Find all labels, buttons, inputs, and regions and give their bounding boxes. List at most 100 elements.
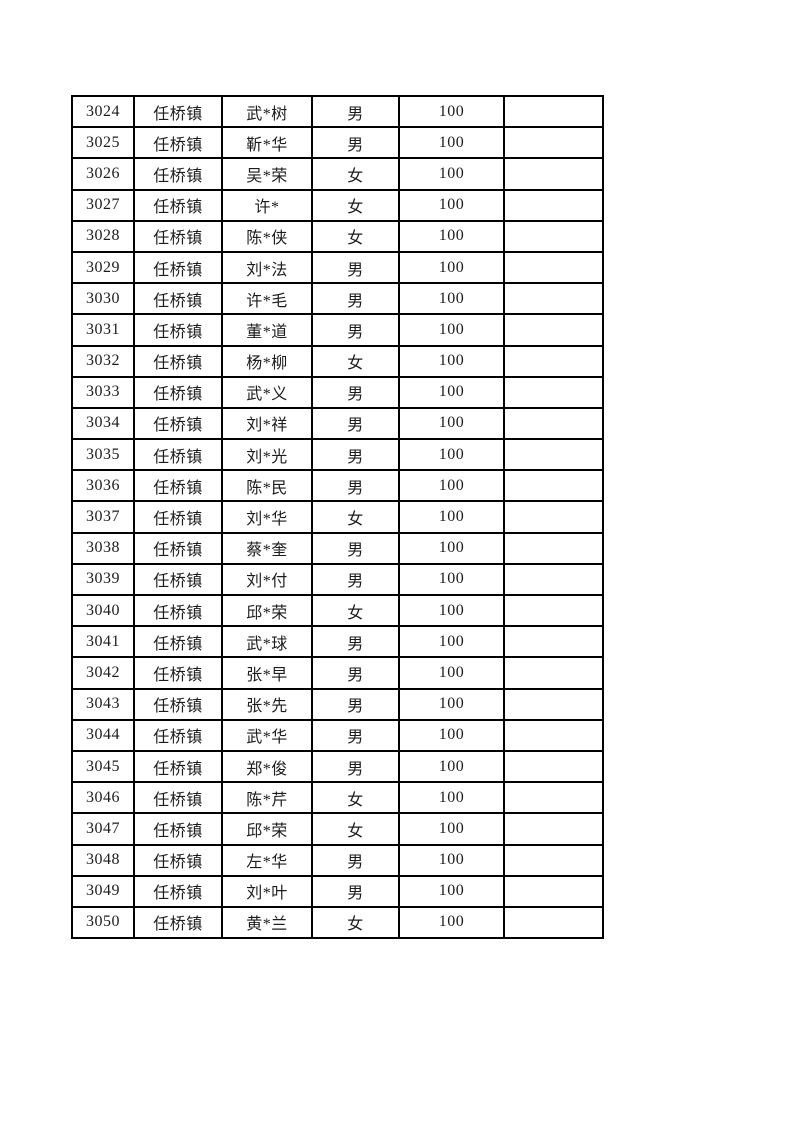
score-cell: 100 <box>398 905 505 940</box>
name-cell: 郑*俊 <box>221 749 313 784</box>
remark-cell <box>503 344 604 378</box>
score-cell: 100 <box>398 250 505 285</box>
score-cell: 100 <box>398 500 505 534</box>
name-cell: 武*华 <box>221 718 313 752</box>
serial-cell: 3049 <box>71 874 135 908</box>
serial-cell: 3041 <box>71 625 135 659</box>
roster-table: 3024 任桥镇 武*树男 100 3025 任桥镇 靳*华男 100 3026 任桥镇 吴*荣女 1… <box>71 94 604 940</box>
table-row: 3050 任桥镇 黄*兰女 100 <box>71 905 604 940</box>
gender-cell: 男 <box>311 250 400 285</box>
town-cell: 任桥镇 <box>133 656 223 690</box>
town-cell: 任桥镇 <box>133 469 223 503</box>
serial-cell: 3036 <box>71 469 135 503</box>
serial-cell: 3046 <box>71 781 135 815</box>
serial-cell: 3024 <box>71 94 135 129</box>
name-cell: 左*华 <box>221 843 313 877</box>
gender-cell: 女 <box>311 188 400 222</box>
gender-cell: 男 <box>311 406 400 441</box>
town-cell: 任桥镇 <box>133 219 223 253</box>
gender-cell: 男 <box>311 469 400 503</box>
serial-cell: 3042 <box>71 656 135 690</box>
gender-cell: 男 <box>311 687 400 721</box>
gender-cell: 男 <box>311 562 400 597</box>
table-body: 3024 任桥镇 武*树男 100 3025 任桥镇 靳*华男 100 3026 任桥镇 吴*荣女 1… <box>71 94 604 940</box>
remark-cell <box>503 500 604 534</box>
serial-cell: 3028 <box>71 219 135 253</box>
name-cell: 刘*华 <box>221 500 313 534</box>
gender-cell: 女 <box>311 905 400 940</box>
town-cell: 任桥镇 <box>133 500 223 534</box>
remark-cell <box>503 188 604 222</box>
score-cell: 100 <box>398 157 505 191</box>
town-cell: 任桥镇 <box>133 593 223 628</box>
table-row: 3027 任桥镇 许* 女 100 <box>71 188 604 222</box>
table-row: 3024 任桥镇 武*树男 100 <box>71 94 604 129</box>
score-cell: 100 <box>398 282 505 316</box>
remark-cell <box>503 718 604 752</box>
serial-cell: 3032 <box>71 344 135 378</box>
serial-cell: 3034 <box>71 406 135 441</box>
name-cell: 邱*荣 <box>221 812 313 846</box>
town-cell: 任桥镇 <box>133 843 223 877</box>
serial-cell: 3039 <box>71 562 135 597</box>
remark-cell <box>503 656 604 690</box>
town-cell: 任桥镇 <box>133 375 223 409</box>
name-cell: 蔡*奎 <box>221 531 313 565</box>
name-cell: 董*道 <box>221 313 313 347</box>
town-cell: 任桥镇 <box>133 282 223 316</box>
town-cell: 任桥镇 <box>133 531 223 565</box>
town-cell: 任桥镇 <box>133 905 223 940</box>
name-cell: 刘*叶 <box>221 874 313 908</box>
table-row: 3046 任桥镇 陈*芹女 100 <box>71 781 604 815</box>
town-cell: 任桥镇 <box>133 781 223 815</box>
score-cell: 100 <box>398 188 505 222</box>
name-cell: 邱*荣 <box>221 593 313 628</box>
town-cell: 任桥镇 <box>133 406 223 441</box>
name-cell: 吴*荣 <box>221 157 313 191</box>
name-cell: 许* <box>221 188 313 222</box>
table-row: 3042 任桥镇 张*早男 100 <box>71 656 604 690</box>
remark-cell <box>503 313 604 347</box>
serial-cell: 3031 <box>71 313 135 347</box>
serial-cell: 3045 <box>71 749 135 784</box>
name-cell: 陈*侠 <box>221 219 313 253</box>
name-cell: 武*树 <box>221 94 313 129</box>
name-cell: 黄*兰 <box>221 905 313 940</box>
name-cell: 刘*祥 <box>221 406 313 441</box>
name-cell: 杨*柳 <box>221 344 313 378</box>
table-row: 3032 任桥镇 杨*柳女 100 <box>71 344 604 378</box>
remark-cell <box>503 406 604 441</box>
table-row: 3038 任桥镇 蔡*奎男 100 <box>71 531 604 565</box>
gender-cell: 男 <box>311 438 400 472</box>
town-cell: 任桥镇 <box>133 250 223 285</box>
town-cell: 任桥镇 <box>133 126 223 160</box>
remark-cell <box>503 625 604 659</box>
remark-cell <box>503 687 604 721</box>
remark-cell <box>503 781 604 815</box>
gender-cell: 女 <box>311 593 400 628</box>
town-cell: 任桥镇 <box>133 438 223 472</box>
score-cell: 100 <box>398 94 505 129</box>
table-row: 3049 任桥镇 刘*叶男 100 <box>71 874 604 908</box>
score-cell: 100 <box>398 219 505 253</box>
gender-cell: 男 <box>311 282 400 316</box>
table-row: 3034 任桥镇 刘*祥男 100 <box>71 406 604 441</box>
gender-cell: 女 <box>311 781 400 815</box>
gender-cell: 女 <box>311 500 400 534</box>
score-cell: 100 <box>398 375 505 409</box>
town-cell: 任桥镇 <box>133 749 223 784</box>
score-cell: 100 <box>398 781 505 815</box>
score-cell: 100 <box>398 344 505 378</box>
gender-cell: 男 <box>311 718 400 752</box>
score-cell: 100 <box>398 625 505 659</box>
remark-cell <box>503 438 604 472</box>
score-cell: 100 <box>398 406 505 441</box>
name-cell: 刘*付 <box>221 562 313 597</box>
remark-cell <box>503 531 604 565</box>
remark-cell <box>503 219 604 253</box>
score-cell: 100 <box>398 126 505 160</box>
serial-cell: 3043 <box>71 687 135 721</box>
serial-cell: 3050 <box>71 905 135 940</box>
town-cell: 任桥镇 <box>133 313 223 347</box>
